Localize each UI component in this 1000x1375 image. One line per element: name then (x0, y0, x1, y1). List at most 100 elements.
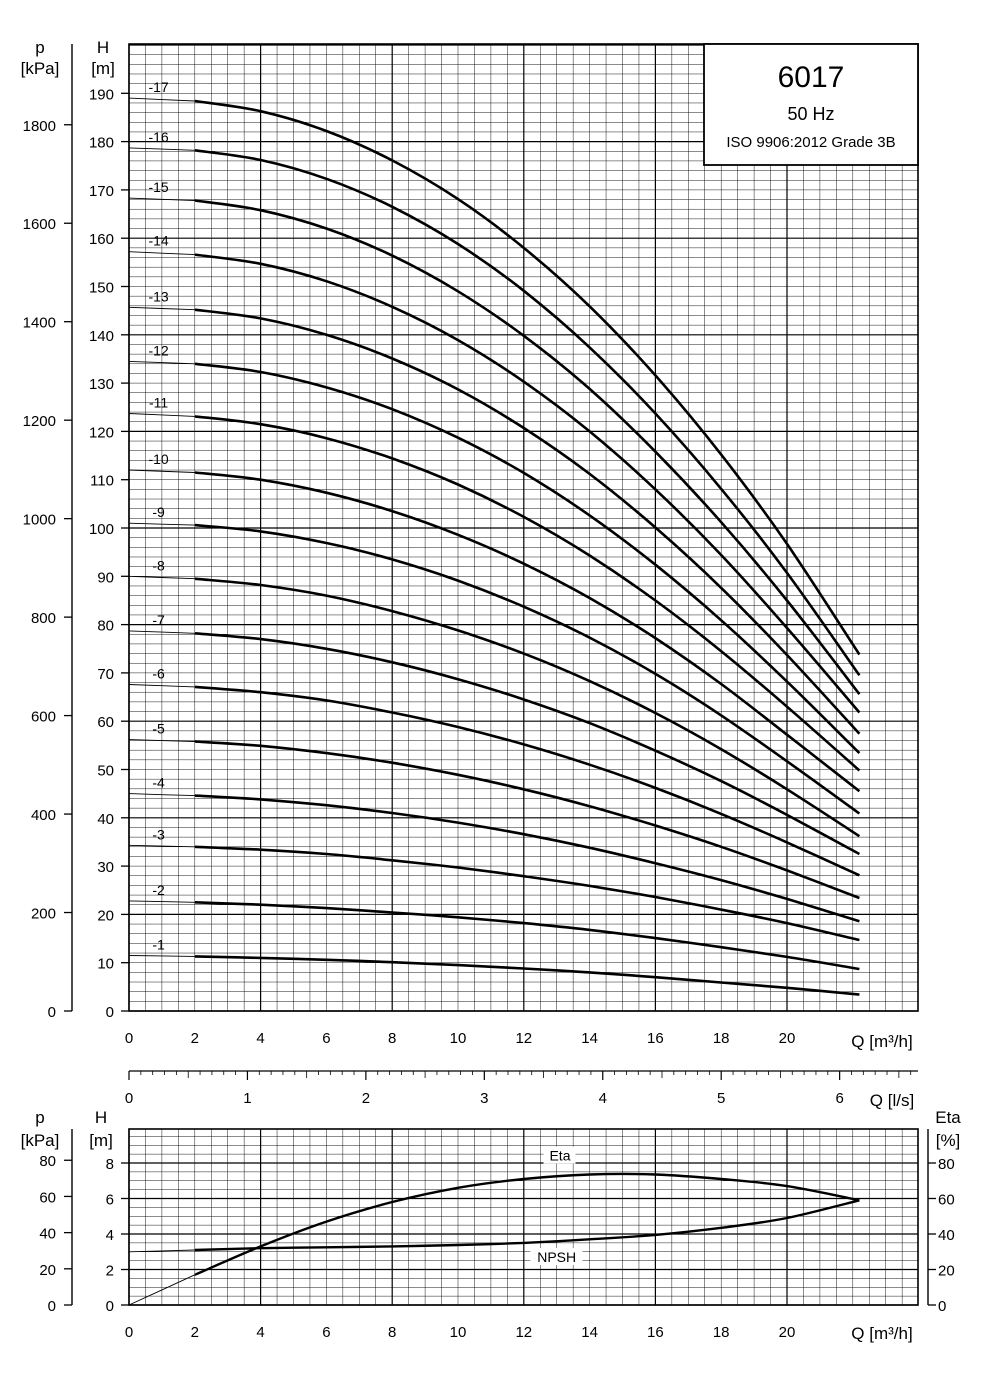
flow-tick-label: 0 (125, 1030, 133, 1047)
head-axis-unit: [m] (91, 59, 115, 78)
title-box-frame (703, 43, 919, 166)
bottom-flow-tick-label: 10 (450, 1324, 467, 1341)
head-curve-stage-15-leader (128, 197, 195, 201)
frequency-label: 50 Hz (787, 104, 834, 124)
flow-ls-tick-label: 6 (835, 1090, 843, 1107)
flow-axis-label: Q [m³/h] (851, 1032, 912, 1051)
pressure-tick-label: 1600 (23, 216, 56, 233)
flow-ls-tick-label: 1 (243, 1090, 251, 1107)
head-curve-stage-8 (194, 577, 861, 838)
flow-tick-label: 8 (388, 1030, 396, 1047)
bottom-plot-frame (128, 1128, 919, 1306)
bottom-pressure-tick-label: 40 (39, 1226, 56, 1243)
head-curve-stage-7-leader (128, 630, 195, 634)
flow-ls-tick-label: 0 (125, 1090, 133, 1107)
head-tick-label: 130 (89, 376, 114, 393)
bottom-pressure-tick-label: 0 (48, 1298, 56, 1315)
flow-ls-tick-label: 3 (480, 1090, 488, 1107)
flow-ls-tick-label: 5 (717, 1090, 725, 1107)
head-tick-label: 180 (89, 135, 114, 152)
head-curve-stage-5 (194, 740, 860, 900)
head-curve-label: -15 (148, 179, 168, 195)
head-tick-label: 40 (97, 811, 114, 828)
pressure-tick-label: 1000 (23, 512, 56, 529)
head-tick-label: 70 (97, 666, 114, 683)
head-tick-label: 150 (89, 280, 114, 297)
pressure-tick-label: 800 (31, 610, 56, 627)
pressure-tick-label: 400 (31, 807, 56, 824)
pressure-tick-label: 0 (48, 1004, 56, 1021)
standard-label: ISO 9906:2012 Grade 3B (726, 134, 895, 151)
head-curve-stage-10 (194, 471, 861, 793)
flow-tick-label: 4 (256, 1030, 264, 1047)
pressure-axis-unit: [kPa] (21, 59, 60, 78)
bottom-flow-tick-label: 6 (322, 1324, 330, 1341)
head-tick-label: 80 (97, 618, 114, 635)
flow-tick-label: 16 (647, 1030, 664, 1047)
head-curve-stage-13 (194, 308, 861, 735)
head-tick-label: 110 (90, 473, 114, 490)
bottom-head-tick-label: 4 (106, 1227, 114, 1244)
head-curve-stage-1-leader (128, 955, 195, 957)
head-tick-label: 120 (89, 424, 114, 441)
head-tick-label: 60 (97, 714, 114, 731)
bottom-head-axis-unit: [m] (89, 1131, 113, 1150)
bottom-flow-tick-label: 0 (125, 1324, 133, 1341)
head-curve-stage-3 (194, 845, 860, 942)
head-curve-stage-1 (194, 955, 860, 996)
flow-tick-label: 6 (322, 1030, 330, 1047)
head-curve-stage-4 (194, 794, 860, 923)
bottom-flow-tick-label: 20 (779, 1324, 796, 1341)
head-curve-stage-6-leader (128, 684, 195, 688)
bottom-flow-tick-label: 4 (256, 1324, 264, 1341)
bottom-head-tick-label: 2 (106, 1263, 114, 1280)
eta-curve-leader (128, 1274, 195, 1306)
eta-curve-label: Eta (549, 1148, 570, 1164)
head-curve-label: -4 (152, 775, 165, 791)
flow-tick-label: 18 (713, 1030, 730, 1047)
flow-ls-tick-label: 2 (362, 1090, 370, 1107)
head-curve-stage-16-leader (128, 147, 195, 151)
bottom-head-tick-label: 6 (106, 1192, 114, 1209)
head-curve-stage-11 (194, 415, 861, 772)
eta-tick-label: 80 (938, 1156, 955, 1173)
head-curve-stage-6 (194, 685, 860, 877)
bottom-head-tick-label: 8 (106, 1156, 114, 1173)
head-curve-stage-17 (194, 99, 861, 656)
flow-tick-label: 14 (581, 1030, 598, 1047)
flow-tick-label: 20 (779, 1030, 796, 1047)
bottom-pressure-tick-label: 20 (39, 1262, 56, 1279)
flow-ls-axis-label: Q [l/s] (870, 1091, 914, 1110)
eta-curve (194, 1172, 860, 1276)
model-title: 6017 (778, 61, 845, 94)
head-curve-label: -8 (152, 557, 165, 573)
bottom-pressure-tick-label: 80 (39, 1153, 56, 1170)
labels-layer: 0102030405060708090100110120130140150160… (23, 79, 955, 1341)
head-curve-stage-2-leader (128, 900, 195, 903)
head-tick-label: 50 (97, 763, 114, 780)
eta-tick-label: 60 (938, 1192, 955, 1209)
head-curve-stage-9 (194, 523, 861, 815)
head-curve-stage-4-leader (128, 793, 195, 797)
bottom-pressure-axis-label: p (35, 1108, 44, 1127)
npsh-curve-label-bg (530, 1247, 583, 1265)
flow-ls-tick-label: 4 (599, 1090, 607, 1107)
flow-tick-label: 12 (515, 1030, 532, 1047)
head-curve-stage-2 (194, 901, 860, 971)
head-curve-label: -6 (152, 665, 165, 681)
head-tick-label: 20 (97, 907, 114, 924)
head-curve-stage-14 (194, 253, 861, 714)
head-curve-label: -9 (152, 504, 165, 520)
head-curve-stage-15 (194, 199, 861, 695)
head-curve-stage-14-leader (128, 251, 195, 256)
bottom-pressure-axis-unit: [kPa] (21, 1131, 60, 1150)
head-curve-stage-8-leader (128, 575, 195, 580)
eta-axis-label: Eta (935, 1108, 961, 1127)
head-axis-label: H (97, 38, 109, 57)
head-curve-label: -10 (148, 451, 168, 467)
bottom-flow-axis-label: Q [m³/h] (851, 1324, 912, 1343)
grid-layer (128, 44, 918, 1306)
head-tick-label: 30 (97, 859, 114, 876)
